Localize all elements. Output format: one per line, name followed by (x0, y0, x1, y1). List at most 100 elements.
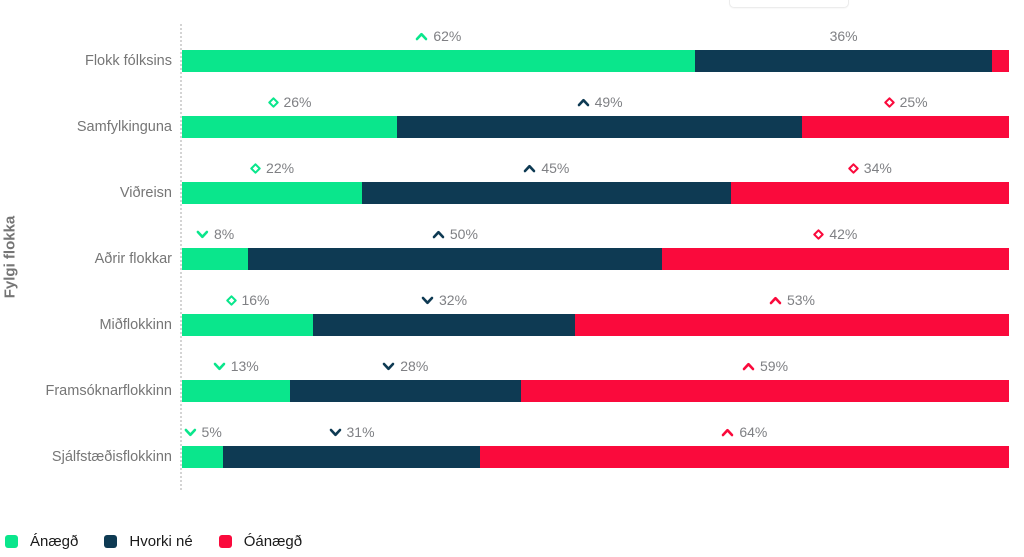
legend-swatch (104, 535, 118, 548)
caret-up-icon (432, 230, 445, 239)
value-label: 64% (721, 424, 767, 440)
value-label: 5% (184, 424, 222, 440)
legend-item-óánægð[interactable]: Óánægð (218, 533, 303, 550)
value-text: 22% (266, 160, 295, 176)
bar-segment-óánægð (802, 116, 1009, 138)
caret-down-icon (184, 428, 197, 437)
category-label: Viðreisn (119, 185, 172, 201)
value-label: 31% (329, 424, 375, 440)
caret-down-icon (421, 296, 434, 305)
value-label: 50% (432, 226, 478, 242)
legend-label: Ánægð (30, 533, 79, 550)
diamond-icon (813, 228, 825, 240)
bar-segment-ánægð (182, 50, 695, 72)
value-label: 42% (813, 226, 857, 242)
category-label: Samfylkinguna (76, 119, 172, 135)
value-text: 26% (283, 94, 312, 110)
bar-segment-ánægð (182, 248, 249, 270)
value-text: 34% (863, 160, 892, 176)
value-text: 59% (760, 358, 789, 374)
value-label: 53% (769, 292, 815, 308)
bar-segment-ánægð (182, 446, 224, 468)
legend: Ánægð Hvorki né Óánægð (5, 533, 302, 550)
caret-down-icon (213, 362, 226, 371)
value-text: 36% (829, 28, 858, 44)
legend-item-hvorki-né[interactable]: Hvorki né (104, 533, 193, 550)
legend-item-ánægð[interactable]: Ánægð (5, 533, 78, 550)
value-text: 50% (449, 226, 478, 242)
legend-label: Hvorki né (129, 533, 193, 550)
caret-down-icon (329, 428, 342, 437)
cropped-toolbar-button[interactable] (729, 0, 849, 8)
value-label: 26% (267, 94, 312, 110)
value-text: 45% (541, 160, 570, 176)
value-label: 28% (382, 358, 428, 374)
value-text: 16% (241, 292, 270, 308)
bar-segment-hvorki-né (397, 116, 803, 138)
caret-up-icon (523, 164, 536, 173)
bar-segment-hvorki-né (248, 248, 662, 270)
caret-up-icon (415, 32, 428, 41)
caret-down-icon (382, 362, 395, 371)
value-label: 22% (250, 160, 294, 176)
category-label: Aðrir flokkar (94, 251, 172, 267)
legend-label: Óánægð (243, 533, 303, 550)
value-label: 45% (523, 160, 569, 176)
bar-segment-ánægð (182, 380, 290, 402)
category-label: Framsóknarflokkinn (45, 383, 172, 399)
category-label: Flokk fólksins (84, 53, 172, 69)
bar-segment-óánægð (575, 314, 1009, 336)
value-label: 62% (415, 28, 461, 44)
value-text: 32% (439, 292, 468, 308)
value-text: 42% (829, 226, 858, 242)
value-text: 53% (786, 292, 816, 308)
diamond-icon (848, 162, 859, 174)
axis-baseline (180, 24, 182, 490)
bar-segment-hvorki-né (362, 182, 731, 204)
value-label: 13% (213, 358, 259, 374)
value-text: 5% (201, 424, 222, 440)
bar-segment-hvorki-né (223, 446, 480, 468)
value-text: 8% (213, 226, 235, 242)
bar-segment-óánægð (521, 380, 1009, 402)
legend-swatch (218, 535, 232, 548)
bar-segment-óánægð (730, 182, 1009, 204)
value-label: 49% (577, 94, 623, 110)
value-text: 25% (899, 94, 928, 110)
diamond-icon (267, 96, 279, 108)
legend-swatch (5, 535, 18, 548)
caret-up-icon (577, 98, 590, 107)
caret-up-icon (742, 362, 755, 371)
value-text: 28% (400, 358, 429, 374)
caret-down-icon (196, 230, 209, 239)
bar-segment-ánægð (182, 314, 313, 336)
value-text: 49% (594, 94, 623, 110)
bar-segment-hvorki-né (313, 314, 576, 336)
bar-segment-hvorki-né (694, 50, 993, 72)
value-text: 64% (739, 424, 768, 440)
bar-segment-ánægð (182, 116, 398, 138)
value-text: 31% (346, 424, 375, 440)
diamond-icon (250, 162, 261, 174)
value-label: 32% (421, 292, 467, 308)
bar-segment-óánægð (992, 50, 1009, 72)
value-text: 13% (230, 358, 259, 374)
category-label: Miðflokkinn (99, 317, 172, 333)
diamond-icon (225, 294, 237, 306)
caret-up-icon (721, 428, 734, 437)
value-label: 36% (830, 28, 858, 44)
category-label: Sjálfstæðisflokkinn (51, 449, 172, 465)
value-label: 8% (196, 226, 234, 242)
value-label: 25% (883, 94, 928, 110)
value-text: 62% (433, 28, 462, 44)
bar-segment-óánægð (479, 446, 1009, 468)
diamond-icon (883, 96, 895, 108)
bar-segment-ánægð (182, 182, 363, 204)
caret-up-icon (769, 296, 782, 305)
bar-segment-óánægð (661, 248, 1009, 270)
value-label: 16% (225, 292, 270, 308)
value-label: 34% (848, 160, 892, 176)
bar-segment-hvorki-né (289, 380, 522, 402)
value-label: 59% (742, 358, 788, 374)
